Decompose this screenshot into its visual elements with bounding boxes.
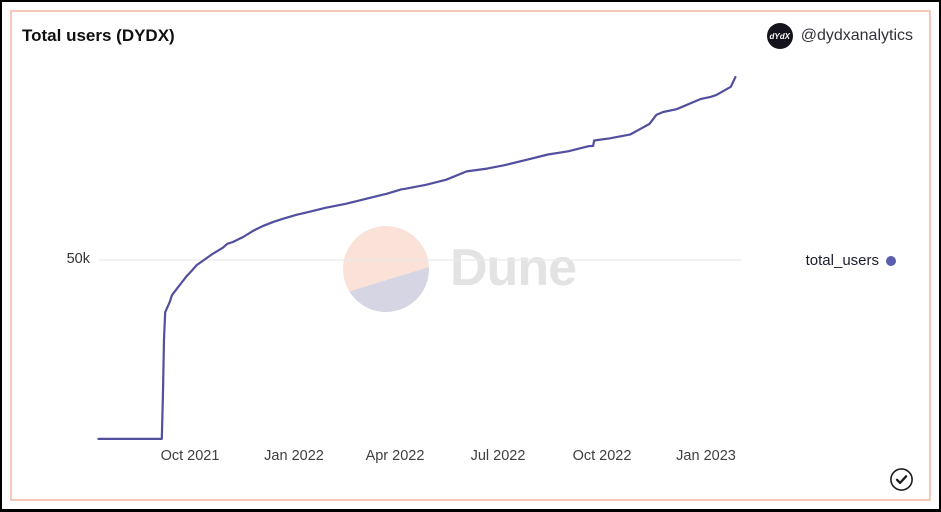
x-axis-tick: Jul 2022	[470, 448, 526, 464]
x-axis-tick: Oct 2021	[160, 448, 220, 464]
author-handle[interactable]: @dydxanalytics	[800, 27, 913, 44]
legend-dot-icon	[886, 255, 896, 266]
legend-label: total_users	[805, 252, 879, 269]
x-axis-tick: Oct 2022	[572, 448, 632, 464]
dune-logo-icon	[343, 226, 429, 312]
avatar-logo-text: dYdX	[769, 31, 790, 41]
author-byline[interactable]: dYdX @dydxanalytics	[766, 23, 913, 49]
chart-title: Total users (DYDX)	[22, 26, 175, 45]
check-circle-icon[interactable]	[889, 467, 914, 492]
dydx-avatar-icon[interactable]: dYdX	[766, 23, 793, 49]
y-axis-tick-50k: 50k	[66, 251, 90, 267]
x-axis-tick: Apr 2022	[365, 448, 425, 464]
legend-total-users[interactable]: total_users	[806, 252, 896, 269]
dune-watermark: Dune	[450, 239, 577, 297]
x-axis-tick: Jan 2022	[264, 448, 324, 464]
x-axis-tick: Jan 2023	[676, 448, 736, 464]
